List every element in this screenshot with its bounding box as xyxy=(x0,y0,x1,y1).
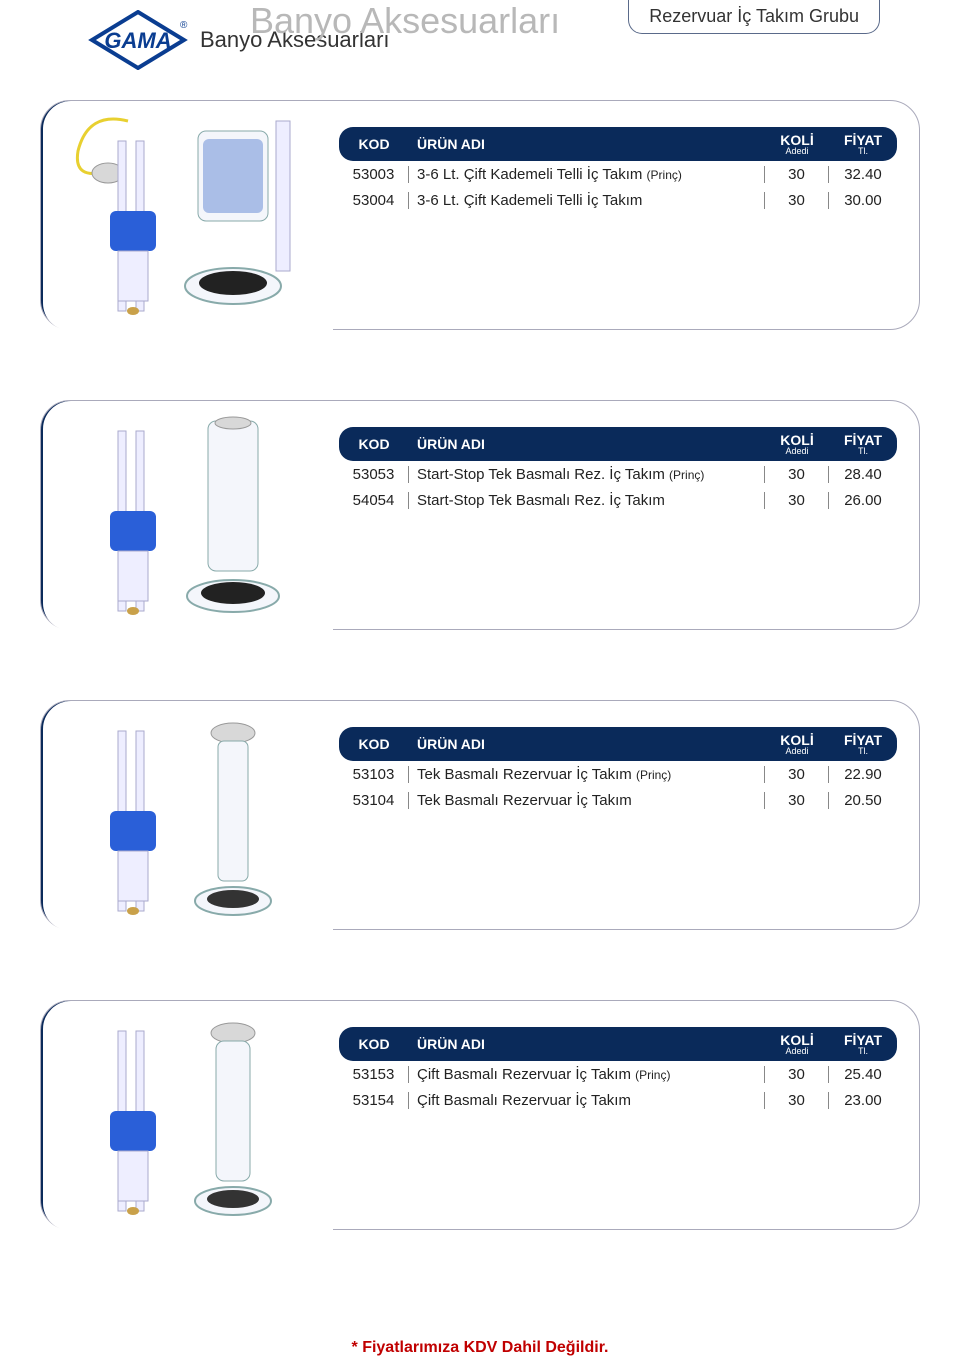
cell-name: Tek Basmalı Rezervuar İç Takım xyxy=(409,792,765,809)
svg-text:®: ® xyxy=(180,20,188,31)
product-card: KOD ÜRÜN ADI KOLİAdedi FİYATTl. 53053 St… xyxy=(40,400,920,630)
cell-name: 3-6 Lt. Çift Kademeli Telli İç Takım (Pr… xyxy=(409,166,765,183)
th-kod: KOD xyxy=(339,1036,409,1052)
th-fiyat: FİYATTl. xyxy=(829,733,897,756)
th-koli: KOLİAdedi xyxy=(765,433,829,456)
table-row: 53153 Çift Basmalı Rezervuar İç Takım (P… xyxy=(339,1061,897,1087)
th-name: ÜRÜN ADI xyxy=(409,136,765,152)
table-row: 53004 3-6 Lt. Çift Kademeli Telli İç Tak… xyxy=(339,187,897,213)
product-image xyxy=(43,401,333,631)
cell-kod: 53103 xyxy=(339,766,409,783)
table-header: KOD ÜRÜN ADI KOLİAdedi FİYATTl. xyxy=(339,1027,897,1061)
table-row: 53104 Tek Basmalı Rezervuar İç Takım 30 … xyxy=(339,787,897,813)
cell-koli: 30 xyxy=(765,166,829,183)
cell-kod: 53153 xyxy=(339,1066,409,1083)
cell-name: Tek Basmalı Rezervuar İç Takım (Prinç) xyxy=(409,766,765,783)
cell-koli: 30 xyxy=(765,1066,829,1083)
cell-koli: 30 xyxy=(765,492,829,509)
cell-fiyat: 32.40 xyxy=(829,166,897,183)
th-fiyat: FİYATTl. xyxy=(829,433,897,456)
table-row: 53103 Tek Basmalı Rezervuar İç Takım (Pr… xyxy=(339,761,897,787)
cell-kod: 53053 xyxy=(339,466,409,483)
product-table: KOD ÜRÜN ADI KOLİAdedi FİYATTl. 53053 St… xyxy=(333,401,919,629)
content-area: KOD ÜRÜN ADI KOLİAdedi FİYATTl. 53003 3-… xyxy=(0,80,960,1230)
cell-fiyat: 20.50 xyxy=(829,792,897,809)
header-title-shadow: Banyo Aksesuarları xyxy=(250,0,560,42)
table-row: 54054 Start-Stop Tek Basmalı Rez. İç Tak… xyxy=(339,487,897,513)
cell-name: 3-6 Lt. Çift Kademeli Telli İç Takım xyxy=(409,192,765,209)
product-card: KOD ÜRÜN ADI KOLİAdedi FİYATTl. 53003 3-… xyxy=(40,100,920,330)
svg-text:GAMA: GAMA xyxy=(104,28,171,53)
cell-koli: 30 xyxy=(765,192,829,209)
th-name: ÜRÜN ADI xyxy=(409,436,765,452)
table-header: KOD ÜRÜN ADI KOLİAdedi FİYATTl. xyxy=(339,727,897,761)
cell-name: Çift Basmalı Rezervuar İç Takım xyxy=(409,1092,765,1109)
th-koli: KOLİAdedi xyxy=(765,133,829,156)
cell-kod: 53003 xyxy=(339,166,409,183)
cell-name: Start-Stop Tek Basmalı Rez. İç Takım (Pr… xyxy=(409,466,765,483)
th-name: ÜRÜN ADI xyxy=(409,1036,765,1052)
th-fiyat: FİYATTl. xyxy=(829,1033,897,1056)
logo-icon: GAMA ® xyxy=(88,10,188,70)
cell-kod: 53004 xyxy=(339,192,409,209)
page-header: Banyo Aksesuarları GAMA ® Banyo Aksesuar… xyxy=(0,0,960,80)
cell-fiyat: 30.00 xyxy=(829,192,897,209)
cell-fiyat: 25.40 xyxy=(829,1066,897,1083)
table-row: 53053 Start-Stop Tek Basmalı Rez. İç Tak… xyxy=(339,461,897,487)
product-image xyxy=(43,101,333,331)
table-row: 53003 3-6 Lt. Çift Kademeli Telli İç Tak… xyxy=(339,161,897,187)
th-kod: KOD xyxy=(339,736,409,752)
cell-fiyat: 28.40 xyxy=(829,466,897,483)
cell-fiyat: 23.00 xyxy=(829,1092,897,1109)
cell-name: Çift Basmalı Rezervuar İç Takım (Prinç) xyxy=(409,1066,765,1083)
th-koli: KOLİAdedi xyxy=(765,1033,829,1056)
product-table: KOD ÜRÜN ADI KOLİAdedi FİYATTl. 53103 Te… xyxy=(333,701,919,929)
cell-koli: 30 xyxy=(765,792,829,809)
table-row: 53154 Çift Basmalı Rezervuar İç Takım 30… xyxy=(339,1087,897,1113)
product-image xyxy=(43,701,333,931)
cell-kod: 54054 xyxy=(339,492,409,509)
cell-name: Start-Stop Tek Basmalı Rez. İç Takım xyxy=(409,492,765,509)
product-table: KOD ÜRÜN ADI KOLİAdedi FİYATTl. 53003 3-… xyxy=(333,101,919,329)
cell-kod: 53104 xyxy=(339,792,409,809)
cell-fiyat: 22.90 xyxy=(829,766,897,783)
th-name: ÜRÜN ADI xyxy=(409,736,765,752)
product-table: KOD ÜRÜN ADI KOLİAdedi FİYATTl. 53153 Çi… xyxy=(333,1001,919,1229)
product-image xyxy=(43,1001,333,1231)
th-kod: KOD xyxy=(339,436,409,452)
table-header: KOD ÜRÜN ADI KOLİAdedi FİYATTl. xyxy=(339,127,897,161)
th-kod: KOD xyxy=(339,136,409,152)
th-fiyat: FİYATTl. xyxy=(829,133,897,156)
cell-koli: 30 xyxy=(765,466,829,483)
header-group-label: Rezervuar İç Takım Grubu xyxy=(628,0,880,34)
table-header: KOD ÜRÜN ADI KOLİAdedi FİYATTl. xyxy=(339,427,897,461)
product-card: KOD ÜRÜN ADI KOLİAdedi FİYATTl. 53153 Çi… xyxy=(40,1000,920,1230)
cell-koli: 30 xyxy=(765,1092,829,1109)
cell-fiyat: 26.00 xyxy=(829,492,897,509)
footer-note: * Fiyatlarımıza KDV Dahil Değildir. xyxy=(0,1339,960,1357)
cell-koli: 30 xyxy=(765,766,829,783)
product-card: KOD ÜRÜN ADI KOLİAdedi FİYATTl. 53103 Te… xyxy=(40,700,920,930)
th-koli: KOLİAdedi xyxy=(765,733,829,756)
cell-kod: 53154 xyxy=(339,1092,409,1109)
